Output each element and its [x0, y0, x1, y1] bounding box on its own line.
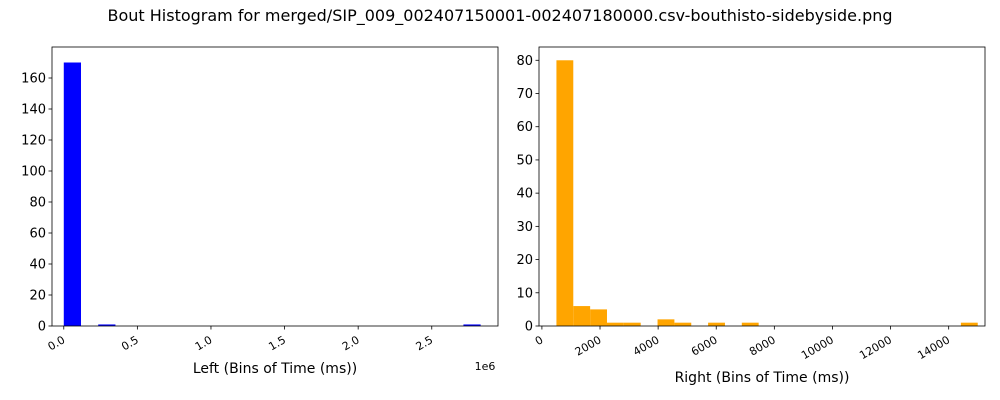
right-histogram-bar [674, 322, 692, 326]
left-y-tick-label: 100 [21, 165, 46, 180]
right-y-tick-label: 80 [516, 54, 533, 69]
right-histogram-bar [708, 322, 725, 326]
right-x-tick-label: 0 [533, 333, 546, 348]
right-x-tick-label: 12000 [857, 333, 894, 362]
right-x-tick-label: 2000 [573, 333, 604, 358]
right-histogram-bar [573, 306, 591, 326]
right-y-tick-label: 70 [516, 87, 533, 102]
left-y-tick-label: 0 [38, 320, 46, 335]
right-x-axis-label: Right (Bins of Time (ms)) [675, 370, 850, 386]
left-axes-frame [51, 46, 499, 327]
left-y-tick-label: 140 [21, 103, 46, 118]
right-y-tick-label: 10 [516, 286, 533, 301]
left-x-tick-label: 0.0 [46, 333, 68, 353]
right-y-tick-label: 50 [516, 153, 533, 168]
right-y-tick-label: 0 [525, 320, 533, 335]
left-x-tick-label: 2.0 [340, 333, 362, 353]
right-histogram-bar [606, 322, 624, 326]
left-y-tick-label: 40 [29, 258, 46, 273]
left-histogram-panel: 0 20 40 60 80 100 120 140 160 0.0 0.5 1.0 1.5 2.0 2.5 L… [21, 46, 499, 377]
left-x-tick-label: 0.5 [119, 333, 141, 353]
right-x-tick-label: 8000 [747, 333, 778, 358]
right-x-tick-label: 10000 [799, 333, 836, 362]
right-histogram-panel: 0 10 20 30 40 50 60 70 80 0 2000 4000 6000 8000 10000 1… [516, 46, 986, 386]
right-x-tick-label: 14000 [915, 333, 952, 362]
figure-title: Bout Histogram for merged/SIP_009_002407… [107, 6, 893, 25]
left-y-tick-label: 60 [29, 227, 46, 242]
left-x-tick-label: 2.5 [414, 333, 436, 353]
right-histogram-bar [657, 319, 675, 326]
left-y-tick-label: 160 [21, 72, 46, 87]
right-histogram-bar [741, 322, 759, 326]
right-histogram-bar [590, 309, 607, 326]
left-x-axis-label: Left (Bins of Time (ms)) [193, 361, 357, 377]
right-y-tick-label: 60 [516, 120, 533, 135]
left-histogram-bar [63, 62, 81, 326]
left-x-tick-label: 1.5 [266, 333, 288, 353]
left-x-tick-label: 1.0 [193, 333, 215, 353]
right-y-tick-label: 40 [516, 187, 533, 202]
right-y-tick-label: 20 [516, 253, 533, 268]
right-axes-frame [538, 46, 986, 327]
right-y-tick-label: 30 [516, 220, 533, 235]
left-histogram-bar [463, 324, 481, 326]
right-histogram-bar [556, 60, 574, 327]
right-x-tick-label: 4000 [631, 333, 662, 358]
right-histogram-bar [623, 322, 641, 326]
right-x-tick-label: 6000 [689, 333, 720, 358]
left-y-tick-label: 120 [21, 134, 46, 149]
right-histogram-bar [960, 322, 978, 326]
left-histogram-bar [98, 324, 116, 326]
left-y-tick-label: 80 [29, 196, 46, 211]
left-x-offset-label: 1e6 [475, 360, 496, 373]
left-y-tick-label: 20 [29, 289, 46, 304]
